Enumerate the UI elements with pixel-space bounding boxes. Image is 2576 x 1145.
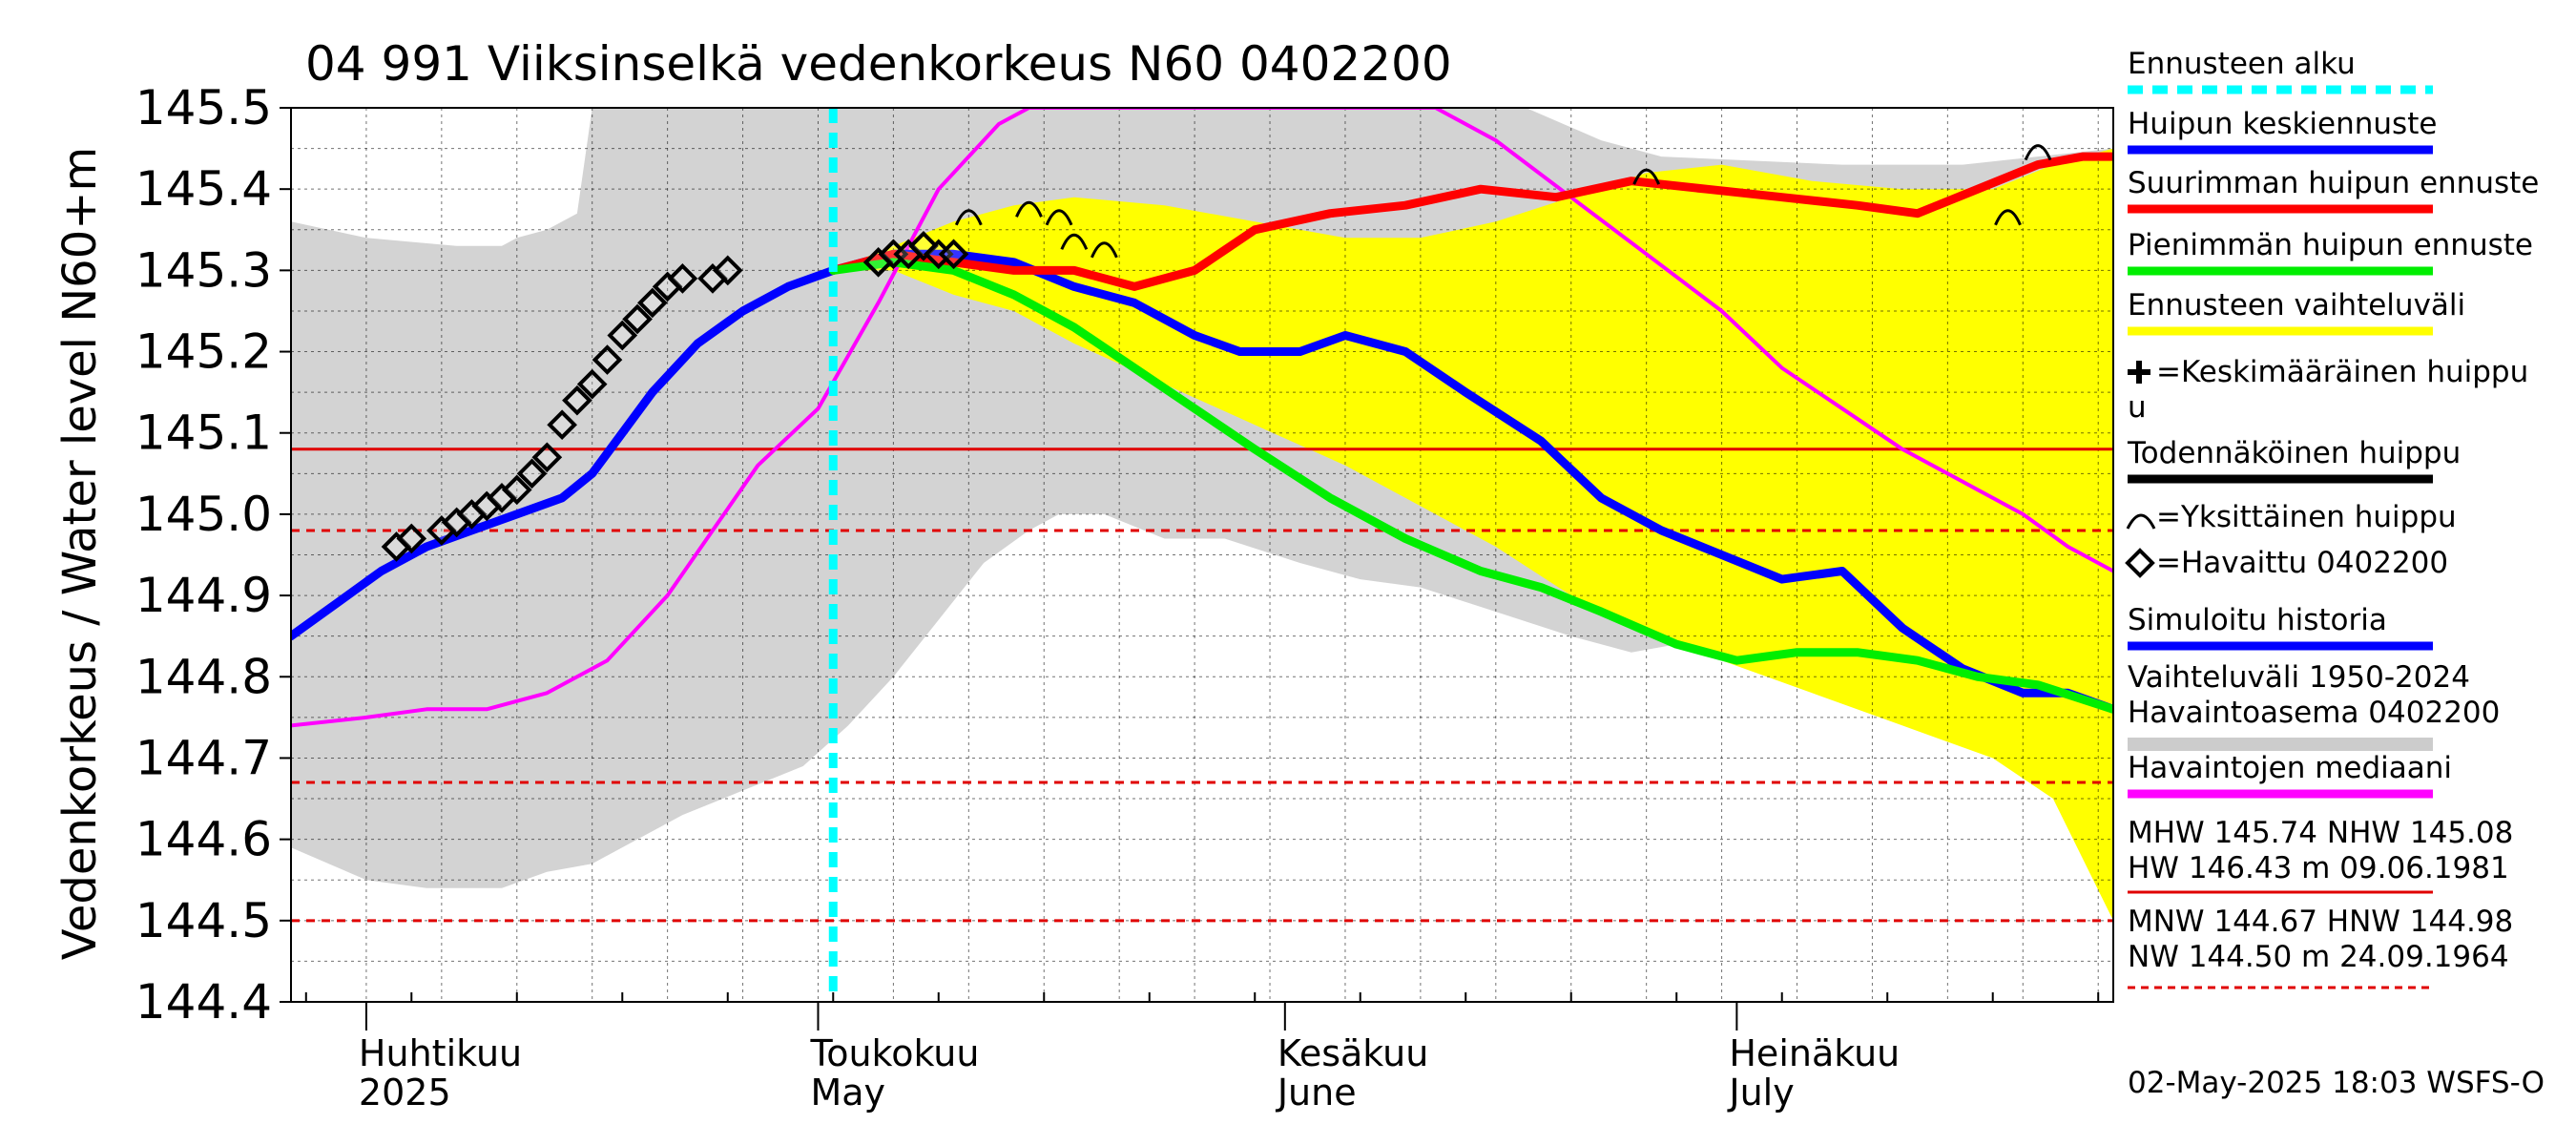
y-tick-label: 144.9 [135, 568, 272, 623]
y-tick-label: 145.5 [135, 80, 272, 135]
observed-point [547, 409, 577, 441]
y-tick-label: 145.0 [135, 487, 272, 542]
x-month-label: Toukokuu [809, 1032, 979, 1074]
y-tick-label: 144.5 [135, 893, 272, 948]
grid-lines [291, 108, 2113, 1002]
forecast-range-area [833, 148, 2113, 921]
stats-low-line1: MNW 144.67 HNW 144.98 [2128, 905, 2513, 939]
reference-lines [291, 448, 2113, 923]
observed-layer [381, 230, 969, 562]
single-peak-marker [1060, 233, 1089, 250]
observed-point [637, 287, 668, 319]
observed-point [562, 385, 592, 416]
legend-label: Simuloitu historia [2128, 603, 2387, 637]
observed-point [396, 523, 427, 554]
stats-block: MHW 145.74 NHW 145.08 HW 146.43 m 09.06.… [2128, 816, 2513, 989]
legend-label: =Keskimääräinen huippu [2156, 355, 2528, 389]
x-month-sublabel: 2025 [359, 1072, 451, 1114]
y-axis: 144.4 144.5 144.6 144.7 144.8 144.9 145.0 145.1… [135, 80, 291, 1030]
series-line [828, 258, 2113, 714]
single-peaks-layer [954, 144, 2052, 259]
y-tick-label: 145.3 [135, 242, 272, 298]
y-tick-label: 144.4 [135, 974, 272, 1030]
observed-point [607, 320, 638, 351]
y-tick-label: 145.1 [135, 406, 272, 461]
plot-frame [290, 107, 2114, 1003]
legend-plus-icon [2128, 361, 2150, 384]
stats-low-line2: NW 144.50 m 24.09.1964 [2128, 940, 2509, 974]
series-line [291, 265, 838, 641]
legend-label: Vaihteluväli 1950-2024 [2128, 660, 2470, 695]
x-month-label: Huhtikuu [359, 1032, 522, 1074]
series-line [828, 152, 2113, 291]
single-peak-marker [1015, 200, 1043, 218]
stats-high-line2: HW 146.43 m 09.06.1981 [2128, 851, 2509, 885]
observed-point [712, 255, 743, 286]
y-tick-label: 145.4 [135, 161, 272, 217]
y-tick-label: 145.2 [135, 324, 272, 380]
observed-point [531, 442, 563, 473]
observed-point [501, 474, 532, 506]
observed-point [516, 458, 548, 489]
observed-point [592, 344, 623, 375]
legend: Ennusteen alku Huipun keskiennuste Suurimm… [2125, 47, 2539, 799]
legend-label: =Yksittäinen huippu [2156, 500, 2457, 534]
legend-label: =Havaittu 0402200 [2156, 546, 2448, 580]
x-month-label: Kesäkuu [1278, 1032, 1429, 1074]
series-line [291, 108, 2113, 728]
series-layer [291, 108, 2113, 728]
legend-label: Havaintojen mediaani [2128, 751, 2452, 785]
legend-arc-icon [2126, 513, 2156, 530]
legend-label: Ennusteen alku [2128, 47, 2356, 81]
legend-label: Todennäköinen huippu [2127, 436, 2461, 470]
legend-label: Pienimmän huipun ennuste [2128, 228, 2533, 262]
single-peak-marker [1632, 168, 1661, 185]
y-tick-label: 144.8 [135, 649, 272, 704]
x-month-sublabel: June [1276, 1072, 1357, 1114]
single-peak-marker [1045, 209, 1073, 226]
legend-label-line2: Havaintoasema 0402200 [2128, 696, 2500, 730]
legend-diamond-icon [2125, 548, 2155, 578]
legend-label: Ennusteen vaihteluväli [2128, 288, 2465, 323]
series-line [828, 249, 2113, 714]
stats-high-line1: MHW 145.74 NHW 145.08 [2128, 816, 2513, 850]
single-peak-marker [2024, 144, 2052, 161]
observed-point [938, 239, 969, 270]
legend-label: Huipun keskiennuste [2128, 107, 2437, 141]
x-month-sublabel: July [1727, 1072, 1794, 1114]
observed-point [576, 368, 608, 400]
y-axis-label: Vedenkorkeus / Water level N60+m [53, 147, 107, 961]
single-peak-marker [1994, 209, 2022, 226]
x-month-label: Heinäkuu [1729, 1032, 1900, 1074]
y-tick-label: 144.6 [135, 812, 272, 867]
legend-label-line2: u [2128, 390, 2147, 425]
y-tick-label: 144.7 [135, 730, 272, 785]
legend-label: Suurimman huipun ennuste [2128, 166, 2539, 200]
observed-point [667, 263, 698, 294]
observed-point [622, 303, 653, 335]
timestamp: 02-May-2025 18:03 WSFS-O [2128, 1066, 2545, 1100]
x-month-sublabel: May [810, 1072, 885, 1114]
single-peak-marker [954, 209, 983, 226]
single-peak-marker [1091, 241, 1118, 259]
chart-title: 04 991 Viiksinselkä vedenkorkeus N60 040… [305, 36, 1452, 92]
